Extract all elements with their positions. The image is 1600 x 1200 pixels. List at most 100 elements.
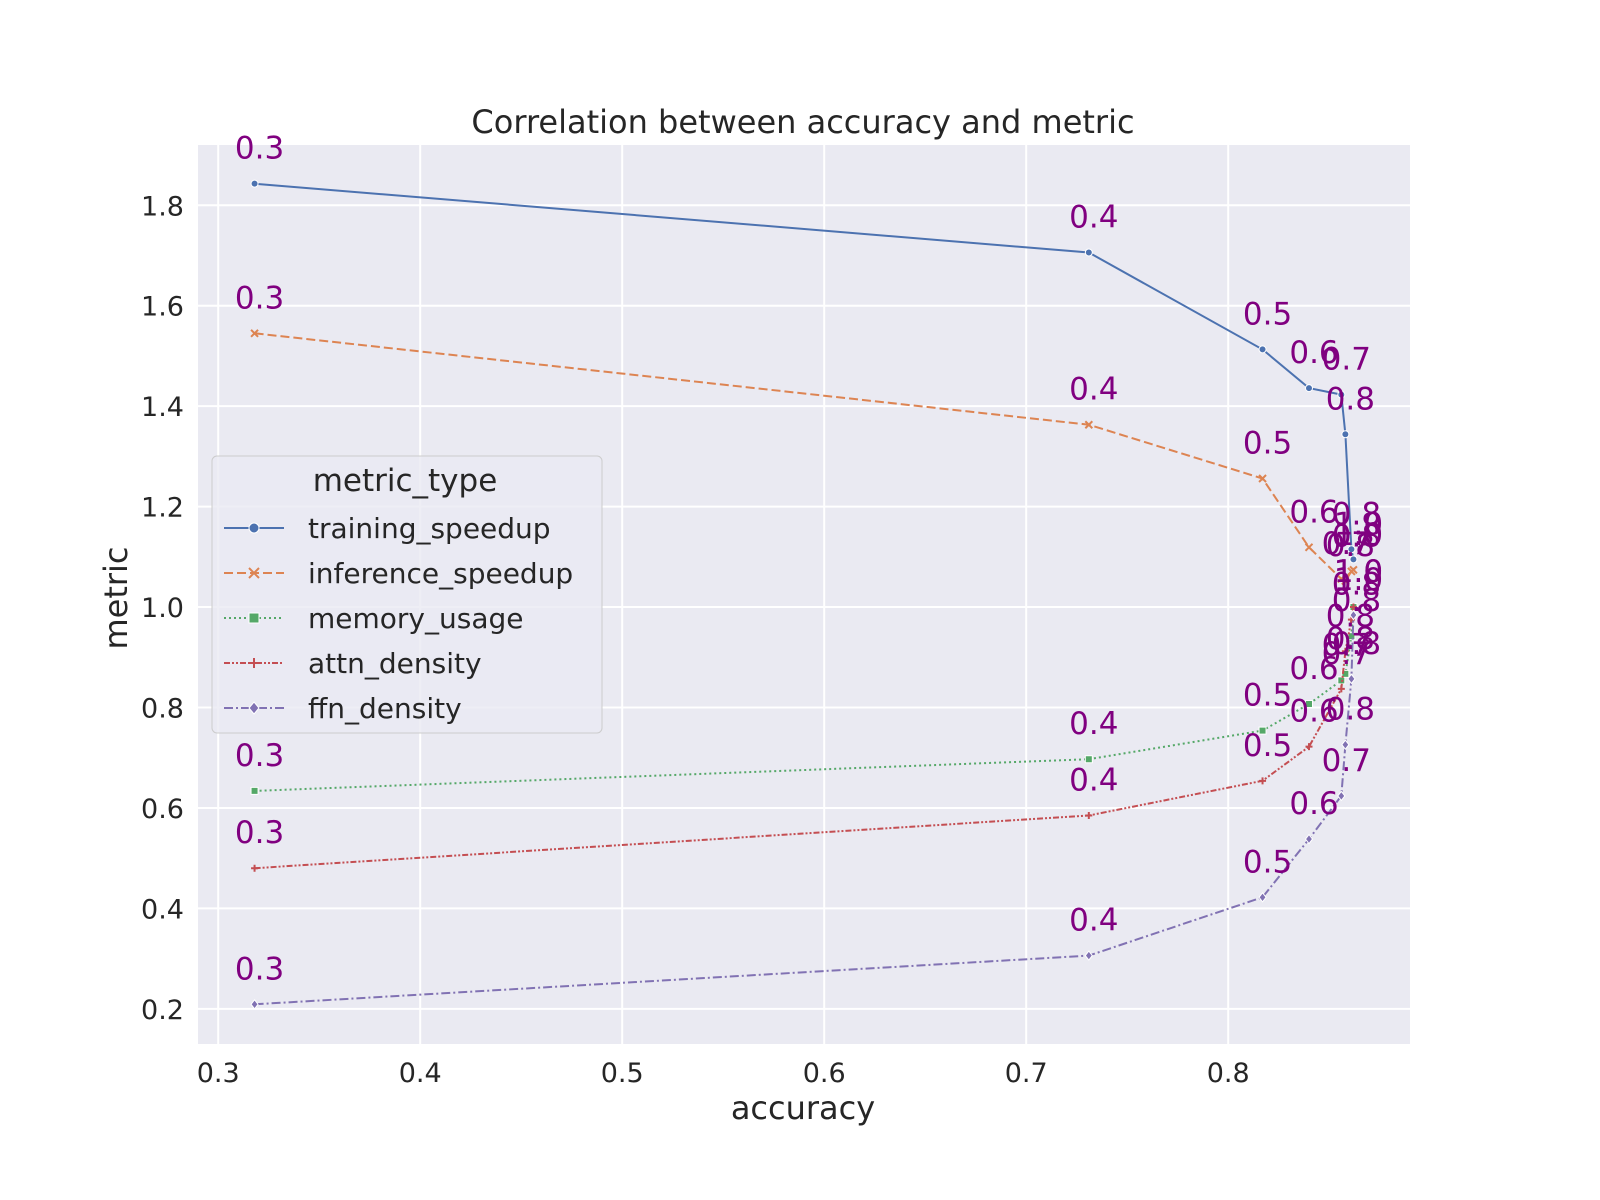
series-line <box>254 182 1355 560</box>
legend-label: ffn_density <box>308 692 462 725</box>
y-tick-label: 1.4 <box>141 392 184 423</box>
x-tick-label: 0.4 <box>399 1058 442 1089</box>
data-point <box>1084 950 1093 961</box>
point-label: 0.3 <box>235 131 284 167</box>
data-point <box>1349 609 1358 621</box>
point-label: 0.3 <box>235 951 284 987</box>
point-label: 1.0 <box>1334 506 1383 542</box>
legend-label: memory_usage <box>308 602 523 635</box>
point-label: 0.3 <box>235 815 284 851</box>
data-point <box>1349 555 1358 564</box>
point-label: 0.4 <box>1069 706 1118 742</box>
legend-items: training_speedup inference_speedup memory_… <box>224 512 573 725</box>
legend-marker <box>248 567 260 579</box>
legend-item-attn-density: attn_density <box>224 647 482 680</box>
point-label: 0.4 <box>1069 762 1118 798</box>
point-label: 0.8 <box>1332 583 1381 619</box>
data-point <box>1341 739 1350 750</box>
series-layer <box>250 179 1358 1010</box>
data-point <box>1084 248 1093 257</box>
point-labels: 0.30.40.50.60.70.80.81.00.30.40.50.60.70… <box>235 131 1383 988</box>
point-label: 0.8 <box>1326 692 1375 728</box>
data-point <box>251 864 259 872</box>
point-label: 0.8 <box>1326 621 1375 657</box>
data-point <box>1347 545 1356 554</box>
x-axis-ticks: 0.3 0.4 0.5 0.6 0.7 0.8 <box>197 1058 1250 1089</box>
point-label: 0.7 <box>1322 526 1371 562</box>
y-tick-label: 0.6 <box>141 794 184 825</box>
legend-marker <box>248 701 260 715</box>
point-label: 0.6 <box>1289 494 1338 530</box>
point-label: 0.5 <box>1243 296 1292 332</box>
series-training-speedup <box>250 179 1358 564</box>
data-point <box>1337 390 1346 399</box>
y-tick-label: 1.0 <box>141 593 184 624</box>
legend-label: training_speedup <box>308 512 551 545</box>
data-point <box>1258 726 1267 735</box>
x-tick-label: 0.6 <box>803 1058 846 1089</box>
chart-title: Correlation between accuracy and metric <box>471 103 1134 141</box>
legend-item-inference-speedup: inference_speedup <box>224 557 573 590</box>
point-label: 0.8 <box>1326 598 1375 634</box>
x-tick-label: 0.3 <box>197 1058 240 1089</box>
data-point <box>1337 685 1345 693</box>
legend-label: attn_density <box>308 647 482 680</box>
point-label: 0.4 <box>1069 372 1118 408</box>
point-label: 0.7 <box>1322 636 1371 672</box>
y-tick-label: 0.2 <box>141 995 184 1026</box>
legend-marker <box>248 612 260 624</box>
data-point <box>1349 565 1358 575</box>
x-tick-label: 0.8 <box>1207 1058 1250 1089</box>
point-label: 0.5 <box>1243 425 1292 461</box>
point-label: 0.7 <box>1322 627 1371 663</box>
data-point <box>1084 755 1093 764</box>
legend-item-ffn-density: ffn_density <box>224 692 462 725</box>
y-axis-label: metric <box>97 546 135 649</box>
grid-lines <box>198 145 1410 1044</box>
legend-item-training-speedup: training_speedup <box>224 512 551 545</box>
point-label: 0.6 <box>1289 335 1338 371</box>
data-point <box>1305 699 1313 708</box>
data-point <box>1258 474 1267 483</box>
data-point <box>1259 777 1267 785</box>
data-point <box>1304 543 1314 552</box>
y-tick-label: 1.8 <box>141 191 184 222</box>
point-label: 0.4 <box>1069 199 1118 235</box>
point-label: 0.6 <box>1289 651 1338 687</box>
data-point <box>1258 892 1267 903</box>
data-point <box>1258 345 1267 354</box>
point-label: 1.0 <box>1334 562 1383 598</box>
y-axis-ticks: 0.2 0.4 0.6 0.8 1.0 1.2 1.4 1.6 1.8 <box>141 191 184 1026</box>
legend-marker <box>249 658 259 668</box>
data-point <box>1085 811 1093 819</box>
point-label: 0.6 <box>1289 786 1338 822</box>
data-point <box>1341 647 1349 655</box>
point-label: 0.5 <box>1243 728 1292 764</box>
point-label: 0.8 <box>1326 381 1375 417</box>
point-label: 0.6 <box>1289 694 1338 730</box>
series-line <box>254 606 1355 870</box>
point-label: 1.0 <box>1334 554 1383 590</box>
series-inference-speedup <box>250 329 1358 586</box>
point-label: 0.3 <box>235 280 284 316</box>
point-label: 0.5 <box>1243 844 1292 880</box>
data-point <box>250 329 259 338</box>
legend: metric_type training_speedup inference_sp… <box>211 455 603 734</box>
legend-item-memory-usage: memory_usage <box>224 602 523 635</box>
data-point <box>1347 632 1356 641</box>
x-tick-label: 0.5 <box>601 1058 644 1089</box>
legend-label: inference_speedup <box>308 557 573 590</box>
point-label: 0.8 <box>1326 528 1375 564</box>
data-point <box>1349 603 1357 611</box>
point-label: 0.3 <box>235 738 284 774</box>
data-point <box>1305 743 1313 751</box>
data-point <box>1304 833 1314 845</box>
point-label: 0.8 <box>1332 626 1381 662</box>
series-line <box>254 615 1355 1006</box>
x-tick-label: 0.7 <box>1005 1058 1048 1089</box>
point-label: 0.8 <box>1332 496 1381 532</box>
legend-box <box>211 455 603 734</box>
data-point <box>250 999 259 1010</box>
point-label: 0.7 <box>1322 743 1371 779</box>
data-point <box>1341 430 1350 439</box>
